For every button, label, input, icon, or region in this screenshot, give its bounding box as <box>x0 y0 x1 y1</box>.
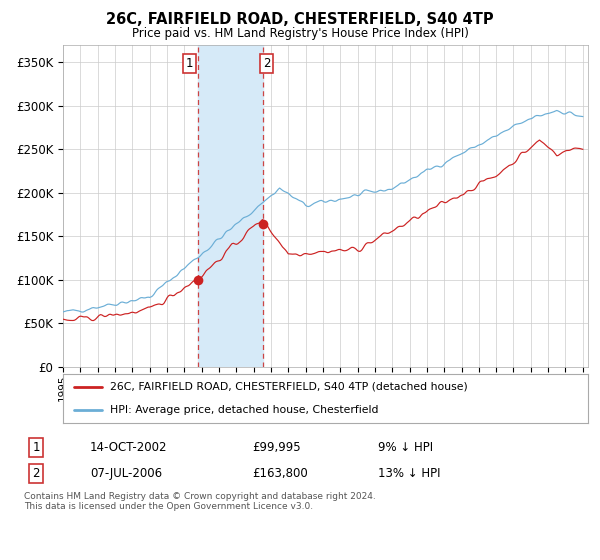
Text: 26C, FAIRFIELD ROAD, CHESTERFIELD, S40 4TP (detached house): 26C, FAIRFIELD ROAD, CHESTERFIELD, S40 4… <box>110 382 468 392</box>
Text: 1: 1 <box>185 58 193 71</box>
Text: 2: 2 <box>32 468 40 480</box>
Text: 26C, FAIRFIELD ROAD, CHESTERFIELD, S40 4TP: 26C, FAIRFIELD ROAD, CHESTERFIELD, S40 4… <box>106 12 494 27</box>
Text: Contains HM Land Registry data © Crown copyright and database right 2024.
This d: Contains HM Land Registry data © Crown c… <box>24 492 376 511</box>
Text: £163,800: £163,800 <box>252 468 308 480</box>
Text: Price paid vs. HM Land Registry's House Price Index (HPI): Price paid vs. HM Land Registry's House … <box>131 27 469 40</box>
Bar <box>198 45 263 367</box>
Text: £99,995: £99,995 <box>252 441 301 454</box>
Text: HPI: Average price, detached house, Chesterfield: HPI: Average price, detached house, Ches… <box>110 405 379 416</box>
Text: 1: 1 <box>32 441 40 454</box>
Text: 14-OCT-2002: 14-OCT-2002 <box>90 441 167 454</box>
Text: 07-JUL-2006: 07-JUL-2006 <box>90 468 162 480</box>
Text: 13% ↓ HPI: 13% ↓ HPI <box>378 468 440 480</box>
Text: 2: 2 <box>263 58 270 71</box>
Text: 9% ↓ HPI: 9% ↓ HPI <box>378 441 433 454</box>
